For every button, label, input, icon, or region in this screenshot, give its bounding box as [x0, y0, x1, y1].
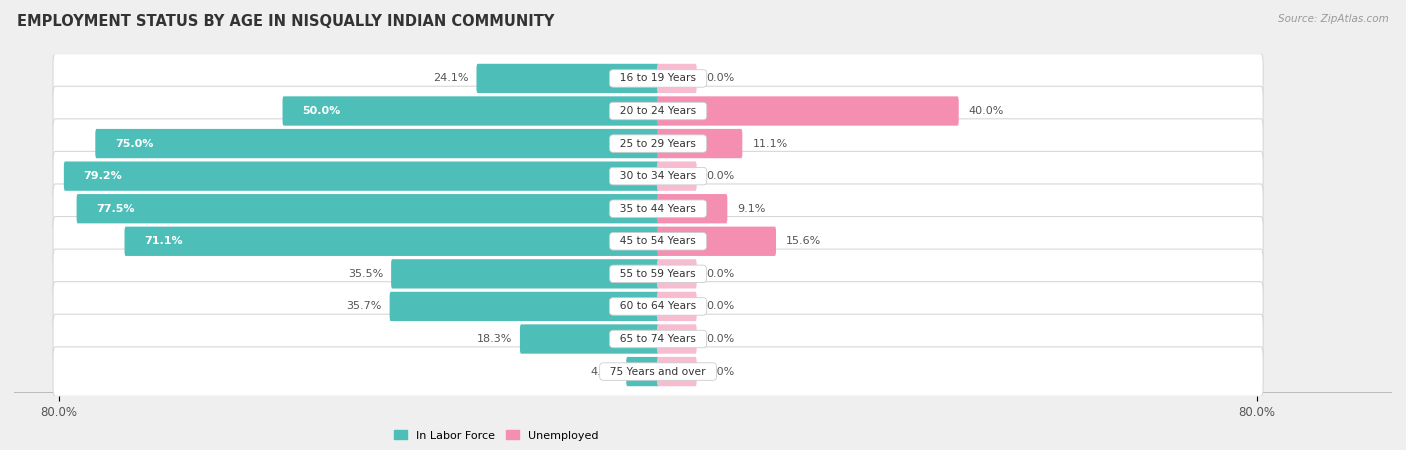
- Text: 0.0%: 0.0%: [707, 334, 735, 344]
- Text: 0.0%: 0.0%: [707, 269, 735, 279]
- Text: EMPLOYMENT STATUS BY AGE IN NISQUALLY INDIAN COMMUNITY: EMPLOYMENT STATUS BY AGE IN NISQUALLY IN…: [17, 14, 554, 28]
- Text: 40.0%: 40.0%: [969, 106, 1004, 116]
- Text: 0.0%: 0.0%: [707, 367, 735, 377]
- Text: 11.1%: 11.1%: [752, 139, 787, 148]
- FancyBboxPatch shape: [657, 162, 696, 191]
- Text: 4.1%: 4.1%: [591, 367, 619, 377]
- FancyBboxPatch shape: [53, 249, 1263, 299]
- FancyBboxPatch shape: [626, 357, 659, 386]
- FancyBboxPatch shape: [389, 292, 659, 321]
- FancyBboxPatch shape: [283, 96, 659, 126]
- Text: 0.0%: 0.0%: [707, 302, 735, 311]
- Text: 55 to 59 Years: 55 to 59 Years: [613, 269, 703, 279]
- Text: 75.0%: 75.0%: [115, 139, 153, 148]
- FancyBboxPatch shape: [657, 227, 776, 256]
- Text: 65 to 74 Years: 65 to 74 Years: [613, 334, 703, 344]
- FancyBboxPatch shape: [53, 184, 1263, 234]
- Text: 30 to 34 Years: 30 to 34 Years: [613, 171, 703, 181]
- Text: 71.1%: 71.1%: [145, 236, 183, 246]
- FancyBboxPatch shape: [53, 86, 1263, 136]
- FancyBboxPatch shape: [76, 194, 659, 223]
- Text: 77.5%: 77.5%: [97, 204, 135, 214]
- Text: 18.3%: 18.3%: [477, 334, 512, 344]
- Text: 35 to 44 Years: 35 to 44 Years: [613, 204, 703, 214]
- Text: 0.0%: 0.0%: [707, 171, 735, 181]
- FancyBboxPatch shape: [657, 292, 696, 321]
- FancyBboxPatch shape: [657, 194, 727, 223]
- FancyBboxPatch shape: [53, 282, 1263, 331]
- FancyBboxPatch shape: [53, 54, 1263, 103]
- FancyBboxPatch shape: [125, 227, 659, 256]
- Text: 16 to 19 Years: 16 to 19 Years: [613, 73, 703, 83]
- FancyBboxPatch shape: [53, 119, 1263, 168]
- Text: 50.0%: 50.0%: [302, 106, 340, 116]
- Text: 20 to 24 Years: 20 to 24 Years: [613, 106, 703, 116]
- Text: 75 Years and over: 75 Years and over: [603, 367, 713, 377]
- Text: 60 to 64 Years: 60 to 64 Years: [613, 302, 703, 311]
- Text: 9.1%: 9.1%: [737, 204, 766, 214]
- FancyBboxPatch shape: [520, 324, 659, 354]
- FancyBboxPatch shape: [96, 129, 659, 158]
- FancyBboxPatch shape: [391, 259, 659, 288]
- Text: 25 to 29 Years: 25 to 29 Years: [613, 139, 703, 148]
- FancyBboxPatch shape: [657, 64, 696, 93]
- FancyBboxPatch shape: [657, 259, 696, 288]
- Text: 15.6%: 15.6%: [786, 236, 821, 246]
- FancyBboxPatch shape: [657, 324, 696, 354]
- FancyBboxPatch shape: [63, 162, 659, 191]
- Text: 24.1%: 24.1%: [433, 73, 468, 83]
- Text: 79.2%: 79.2%: [84, 171, 122, 181]
- FancyBboxPatch shape: [657, 357, 696, 386]
- FancyBboxPatch shape: [477, 64, 659, 93]
- FancyBboxPatch shape: [657, 129, 742, 158]
- Legend: In Labor Force, Unemployed: In Labor Force, Unemployed: [389, 426, 603, 445]
- Text: Source: ZipAtlas.com: Source: ZipAtlas.com: [1278, 14, 1389, 23]
- Text: 0.0%: 0.0%: [707, 73, 735, 83]
- Text: 35.5%: 35.5%: [349, 269, 384, 279]
- FancyBboxPatch shape: [53, 216, 1263, 266]
- FancyBboxPatch shape: [657, 96, 959, 126]
- Text: 45 to 54 Years: 45 to 54 Years: [613, 236, 703, 246]
- FancyBboxPatch shape: [53, 314, 1263, 364]
- FancyBboxPatch shape: [53, 347, 1263, 396]
- Text: 35.7%: 35.7%: [346, 302, 382, 311]
- FancyBboxPatch shape: [53, 151, 1263, 201]
